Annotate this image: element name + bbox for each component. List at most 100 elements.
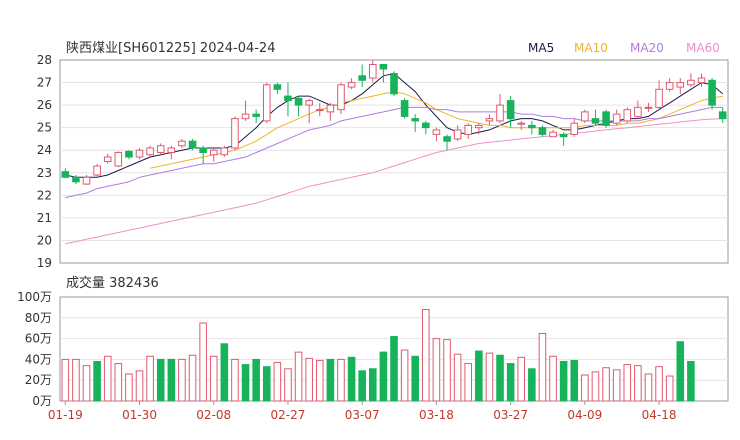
volume-bar bbox=[199, 322, 207, 402]
price-tick-label: 26 bbox=[37, 98, 52, 112]
volume-bar bbox=[517, 356, 526, 402]
candle bbox=[93, 163, 101, 177]
volume-bar bbox=[528, 368, 536, 402]
candle bbox=[623, 107, 632, 124]
price-plot-frame bbox=[59, 59, 729, 264]
volume-bar bbox=[538, 332, 547, 402]
candle bbox=[262, 82, 271, 124]
date-tick-label: 01-30 bbox=[122, 408, 157, 422]
candle bbox=[718, 107, 727, 124]
volume-bar bbox=[167, 358, 176, 402]
volume-bar bbox=[369, 368, 377, 402]
candle bbox=[209, 147, 218, 162]
volume-tick-label: 20万 bbox=[25, 373, 52, 387]
volume-bar bbox=[443, 339, 451, 402]
volume-bar bbox=[178, 358, 186, 402]
date-tick-label: 02-27 bbox=[271, 408, 306, 422]
candle bbox=[220, 145, 229, 157]
candle bbox=[602, 109, 610, 128]
volume-bar bbox=[411, 355, 419, 402]
candle bbox=[485, 114, 494, 126]
volume-bar bbox=[125, 373, 133, 402]
candle bbox=[400, 98, 409, 119]
volume-bar bbox=[358, 370, 366, 402]
candle bbox=[687, 73, 695, 88]
candle bbox=[167, 145, 176, 160]
candle bbox=[199, 145, 207, 164]
volume-bar bbox=[241, 364, 250, 402]
volume-bar bbox=[262, 366, 271, 402]
candle bbox=[337, 82, 345, 115]
volume-bar bbox=[432, 338, 441, 402]
candle bbox=[135, 147, 144, 160]
candle bbox=[581, 109, 589, 124]
candle bbox=[528, 120, 536, 135]
candle bbox=[125, 150, 133, 160]
candle bbox=[273, 82, 282, 94]
date-tick-label: 02-08 bbox=[196, 408, 231, 422]
candle bbox=[496, 93, 504, 124]
date-tick-label: 03-07 bbox=[345, 408, 380, 422]
volume-bar bbox=[294, 351, 303, 402]
candle bbox=[411, 114, 419, 133]
candle bbox=[252, 109, 260, 124]
volume-tick-label: 60万 bbox=[25, 332, 52, 346]
candle bbox=[82, 175, 91, 186]
volume-bar bbox=[496, 354, 504, 402]
volume-bar bbox=[326, 358, 335, 402]
candle bbox=[634, 100, 642, 119]
candle bbox=[315, 102, 324, 117]
volume-bar bbox=[422, 308, 430, 402]
volume-bar bbox=[623, 364, 632, 402]
candle bbox=[422, 120, 430, 135]
volume-bar bbox=[273, 362, 282, 402]
volume-bar bbox=[93, 360, 101, 402]
candle bbox=[156, 143, 165, 155]
volume-bar bbox=[687, 360, 695, 402]
candle bbox=[443, 134, 451, 151]
candle bbox=[549, 129, 557, 138]
volume-bar bbox=[220, 343, 229, 402]
candle bbox=[591, 109, 600, 126]
candle bbox=[665, 78, 674, 92]
volume-bar bbox=[612, 369, 621, 402]
date-tick-label: 04-18 bbox=[642, 408, 677, 422]
volume-bar bbox=[61, 358, 70, 402]
volume-bar bbox=[135, 370, 144, 402]
volume-bar bbox=[453, 353, 462, 402]
price-tick-label: 28 bbox=[37, 53, 52, 67]
candle bbox=[326, 102, 335, 121]
volume-bar bbox=[644, 373, 653, 402]
volume-bar bbox=[284, 368, 292, 402]
volume-bar bbox=[485, 352, 494, 402]
volume-bar bbox=[506, 363, 515, 402]
candle bbox=[178, 138, 186, 148]
volume-tick-label: 100万 bbox=[17, 290, 52, 304]
candle bbox=[294, 96, 303, 117]
volume-bar bbox=[188, 354, 197, 402]
volume-tick-label: 0万 bbox=[32, 394, 52, 408]
volume-bar bbox=[315, 359, 324, 402]
volume-tick-label: 80万 bbox=[25, 311, 52, 325]
candle bbox=[284, 82, 292, 117]
candle bbox=[453, 125, 462, 142]
volume-bar bbox=[400, 349, 409, 402]
candle bbox=[231, 116, 239, 151]
price-tick-label: 22 bbox=[37, 188, 52, 202]
price-tick-label: 24 bbox=[37, 143, 52, 157]
volume-bar bbox=[559, 360, 568, 402]
candle bbox=[188, 138, 197, 151]
volume-bar bbox=[209, 355, 218, 402]
candle bbox=[61, 168, 70, 179]
volume-bar bbox=[570, 359, 579, 402]
legend-ma20: MA20 bbox=[630, 41, 664, 55]
date-tick-label: 01-19 bbox=[48, 408, 83, 422]
candle bbox=[475, 123, 483, 135]
date-tick-label: 03-27 bbox=[493, 408, 528, 422]
volume-bar bbox=[146, 355, 154, 402]
price-chart-title: 陕西煤业[SH601225] 2024-04-24 bbox=[66, 41, 275, 56]
candle bbox=[517, 120, 526, 130]
candle bbox=[369, 60, 377, 83]
candle bbox=[612, 109, 621, 126]
